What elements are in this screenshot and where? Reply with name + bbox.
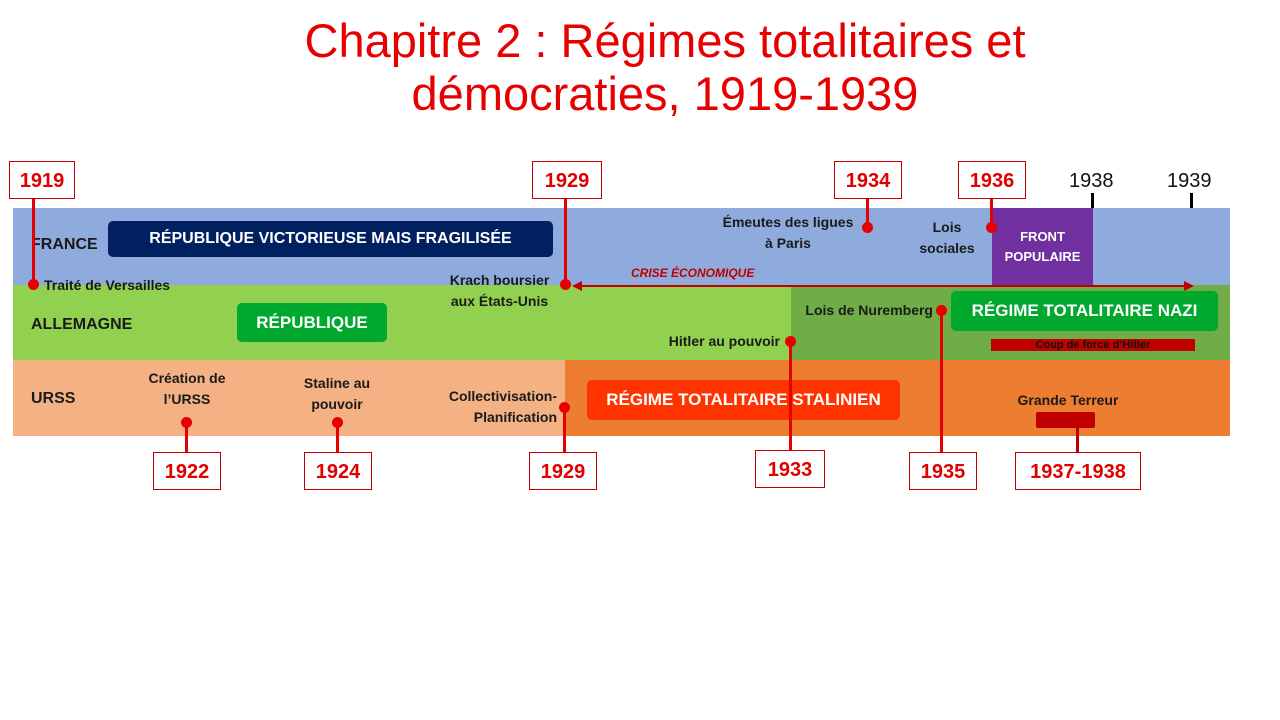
event-collectivisation: Collectivisation-Planification (448, 388, 557, 425)
marker-line-1929-top (564, 199, 567, 285)
year-label-1939: 1939 (1167, 170, 1212, 192)
marker-line-1937 (1076, 428, 1079, 452)
year-box-1919: 1919 (9, 161, 75, 199)
marker-line-1936 (990, 199, 993, 227)
title-line-2: démocraties, 1919-1939 (411, 67, 919, 120)
marker-line-1929-bottom (563, 407, 566, 452)
tick-1939 (1190, 193, 1193, 208)
event-staline: Staline au pouvoir (303, 375, 371, 412)
tick-1938 (1091, 193, 1094, 208)
event-versailles: Traité de Versailles (44, 277, 171, 293)
lane-label-germany: ALLEMAGNE (31, 316, 133, 333)
event-emeutes: Émeutes des ligues à Paris (722, 214, 854, 251)
page-title: Chapitre 2 : Régimes totalitaires et dém… (150, 14, 1180, 120)
stalin-regime-pill: RÉGIME TOTALITAIRE STALINIEN (587, 380, 900, 420)
event-lois-sociales: Lois sociales (919, 219, 975, 256)
front-populaire-label: FRONT POPULAIRE (1004, 228, 1081, 264)
marker-line-1933 (789, 341, 792, 452)
marker-dot-1934 (862, 222, 873, 233)
nazi-regime-pill: RÉGIME TOTALITAIRE NAZI (951, 291, 1218, 331)
year-label-1938: 1938 (1069, 170, 1114, 192)
year-box-1929-bottom: 1929 (529, 452, 597, 490)
crisis-arrow (572, 281, 1194, 291)
crisis-label: CRISE ÉCONOMIQUE (631, 266, 755, 280)
marker-line-1934 (866, 199, 869, 227)
year-box-1937-1938: 1937-1938 (1015, 452, 1141, 490)
year-box-1935: 1935 (909, 452, 977, 490)
event-terreur: Grande Terreur (1017, 392, 1119, 408)
event-krach: Krach boursier aux États-Unis (449, 272, 550, 309)
year-box-1936: 1936 (958, 161, 1026, 199)
year-box-1934: 1934 (834, 161, 902, 199)
year-box-1929-top: 1929 (532, 161, 602, 199)
title-line-1: Chapitre 2 : Régimes totalitaires et (304, 14, 1026, 67)
marker-dot-1919 (28, 279, 39, 290)
year-box-1924: 1924 (304, 452, 372, 490)
terreur-bar (1036, 412, 1095, 428)
event-creation-urss: Création de l’URSS (148, 370, 226, 407)
marker-line-1919 (32, 199, 35, 285)
marker-dot-1936 (986, 222, 997, 233)
marker-line-1935 (940, 310, 943, 454)
france-republic-pill: RÉPUBLIQUE VICTORIEUSE MAIS FRAGILISÉE (108, 221, 553, 257)
coup-hitler-bar: Coup de force d’Hitler (991, 339, 1195, 351)
event-hitler: Hitler au pouvoir (668, 333, 780, 349)
marker-line-1922 (185, 422, 188, 452)
year-box-1922: 1922 (153, 452, 221, 490)
front-populaire-block: FRONT POPULAIRE (992, 208, 1093, 285)
germany-republic-pill: RÉPUBLIQUE (237, 303, 387, 342)
event-nuremberg: Lois de Nuremberg (805, 302, 933, 318)
year-box-1933: 1933 (755, 450, 825, 488)
coup-hitler-label: Coup de force d’Hitler (1035, 339, 1151, 351)
marker-line-1924 (336, 422, 339, 452)
lane-label-france: FRANCE (31, 236, 98, 253)
marker-dot-1929-top (560, 279, 571, 290)
lane-label-ussr: URSS (31, 390, 76, 407)
